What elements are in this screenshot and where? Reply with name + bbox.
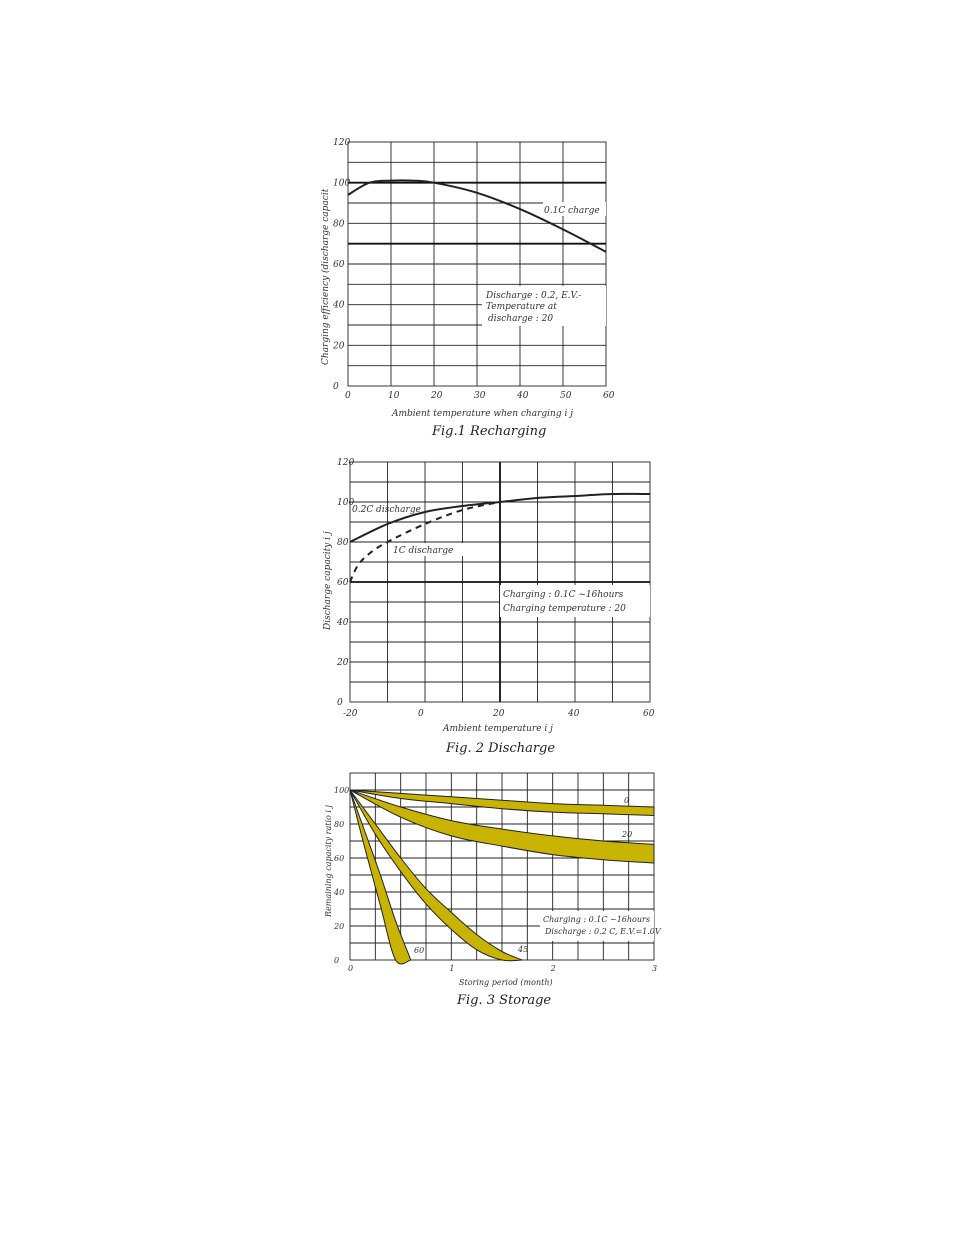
- fig3-x-tick-label: 3: [652, 964, 657, 973]
- fig1-y-tick-label: 60: [333, 260, 345, 270]
- fig3-title: Fig. 3 Storage: [456, 993, 551, 1008]
- fig1-grid: [347, 141, 607, 387]
- fig2-y-tick-label: 40: [336, 618, 349, 628]
- fig1-annotation-line1: Discharge : 0.2, E.V.-: [485, 291, 581, 301]
- fig2-x-tick-label: -20: [343, 709, 358, 719]
- fig1-x-tick-label: 0: [345, 391, 351, 401]
- fig3-series-label-3: 60: [414, 946, 424, 955]
- fig2-grid: [349, 461, 651, 703]
- fig1-series-label: 0.1C charge: [544, 206, 600, 216]
- fig1-x-axis-label: Ambient temperature when charging i j: [391, 409, 573, 419]
- fig2-x-tick-label: 20: [492, 709, 505, 719]
- fig1-y-tick-label: 40: [332, 301, 345, 311]
- fig3-band-1: [349, 789, 655, 864]
- fig3-series-label-1: 20: [621, 830, 632, 839]
- fig1-y-tick-label: 100: [333, 179, 350, 189]
- fig1-x-tick-label: 50: [560, 391, 572, 401]
- fig2-y-tick-label: 0: [337, 698, 343, 708]
- fig2-series-label-1-bg: [391, 543, 463, 556]
- fig3-y-tick-label: 60: [334, 854, 344, 863]
- fig1-y-ticks: 0 20 40 60 80 100 120: [332, 138, 350, 392]
- fig2-x-tick-label: 60: [643, 709, 655, 719]
- fig2-x-tick-label: 40: [567, 709, 580, 719]
- fig3-series: [349, 789, 655, 965]
- fig1-y-tick-label: 120: [333, 138, 350, 148]
- fig2-series-label-0: 0.2C discharge: [352, 505, 421, 515]
- fig3-y-tick-label: 80: [334, 820, 344, 829]
- fig1-x-ticks: 0 10 20 30 40 50 60: [345, 391, 615, 401]
- fig2-annotation-line1: Charging : 0.1C ~16hours: [503, 590, 624, 600]
- fig3-x-tick-label: 2: [550, 964, 556, 973]
- fig1-annotation-box: [482, 286, 606, 326]
- fig2-y-tick-label: 100: [337, 498, 354, 508]
- fig3-band-2: [349, 789, 523, 962]
- fig1-series-label-bg: [543, 202, 606, 216]
- fig3-y-axis-label: Remaining capacity ratio i j: [324, 805, 333, 918]
- fig3-y-tick-label: 0: [334, 956, 339, 965]
- fig1-x-tick-label: 20: [430, 391, 443, 401]
- fig1-x-tick-label: 60: [603, 391, 615, 401]
- fig2-series-label-1: 1C discharge: [393, 546, 453, 556]
- fig2-series: [349, 492, 651, 583]
- fig1-x-tick-label: 30: [474, 391, 486, 401]
- fig3-series-label-0: 0: [624, 796, 629, 805]
- fig3-y-tick-label: 100: [334, 786, 349, 795]
- fig2-annotation-line2: Charging temperature : 20: [503, 604, 626, 614]
- fig2-annotation-box: [500, 585, 650, 617]
- fig2-y-tick-label: 60: [337, 578, 349, 588]
- fig2-series-line-1: [349, 501, 501, 583]
- fig1-annotation-line2: Temperature at: [486, 302, 557, 312]
- fig1-y-axis-label: Charging efficiency (discharge capacit: [320, 188, 331, 365]
- fig1-series-line-0: [347, 179, 607, 253]
- fig3-x-tick-label: 0: [348, 964, 353, 973]
- fig1-y-tick-label: 20: [332, 341, 345, 351]
- fig2-x-tick-label: 0: [418, 709, 424, 719]
- fig2-y-tick-label: 20: [336, 658, 349, 668]
- fig3-y-ticks: 0 20 40 60 80 100: [333, 786, 349, 965]
- fig1-title: Fig.1 Recharging: [431, 424, 546, 439]
- fig3-annotation-line2: Discharge : 0.2 C, E.V.=1.0V: [544, 927, 662, 936]
- fig2-y-ticks: 0 20 40 60 80 100 120: [336, 458, 354, 708]
- fig2-title: Fig. 2 Discharge: [445, 741, 555, 756]
- fig3-y-tick-label: 40: [333, 888, 344, 897]
- fig3-series-label-2: 45: [517, 945, 528, 954]
- fig3-band-0: [349, 789, 655, 817]
- fig2-x-ticks: -20 0 20 40 60: [343, 709, 655, 719]
- fig3-annotation-line1: Charging : 0.1C ~16hours: [543, 915, 650, 924]
- fig3-x-ticks: 0 1 2 3: [348, 964, 657, 973]
- fig1-x-tick-label: 40: [516, 391, 529, 401]
- fig2-y-tick-label: 80: [337, 538, 349, 548]
- fig3-x-tick-label: 1: [449, 964, 454, 973]
- fig1-y-tick-label: 0: [333, 382, 339, 392]
- fig1-chart: 0 10 20 30 40 50 60 0 20 40 60 80 100 120 Discharge …: [320, 138, 615, 439]
- fig1-y-tick-label: 80: [333, 219, 345, 229]
- fig2-x-axis-label: Ambient temperature i j: [442, 724, 553, 734]
- fig3-annotation-box: [540, 911, 654, 941]
- fig2-y-axis-label: Discharge capacity i j: [323, 531, 333, 631]
- fig3-chart: 0 1 2 3 0 20 40 60 80 100 Charging : 0.1C ~16hou…: [324, 772, 662, 1008]
- fig1-series: [347, 179, 607, 253]
- fig3-band-3: [349, 789, 412, 965]
- fig1-x-tick-label: 10: [388, 391, 400, 401]
- fig3-y-tick-label: 20: [333, 922, 344, 931]
- fig1-annotation-line3: discharge : 20: [488, 314, 553, 324]
- fig2-y-tick-label: 120: [337, 458, 354, 468]
- fig3-x-axis-label: Storing period (month): [459, 978, 553, 987]
